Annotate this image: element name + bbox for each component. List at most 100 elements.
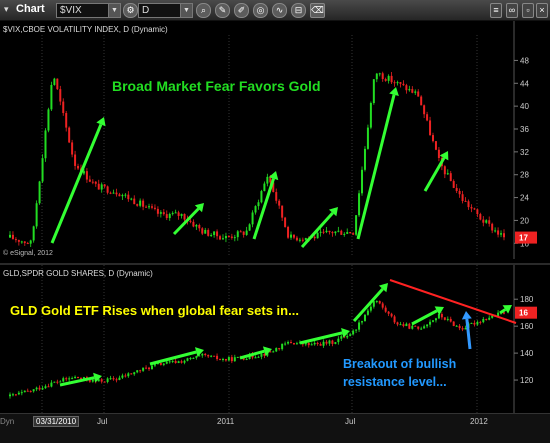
candle-body <box>192 221 195 227</box>
candle-body <box>17 240 20 242</box>
draw-icon[interactable]: ✐ <box>234 3 249 18</box>
trend-arrow <box>300 211 334 249</box>
candle-body <box>408 323 411 329</box>
candle-body <box>307 342 310 346</box>
candle-body <box>56 78 59 90</box>
time-axis[interactable]: Dyn 03/31/2010 Jul 2011 Jul 2012 <box>0 413 550 443</box>
search-icon[interactable]: ⌕ <box>196 3 211 18</box>
candle-body <box>17 392 20 395</box>
settings-icon[interactable]: ⚙ <box>123 3 138 18</box>
symbol-input[interactable]: $VIX <box>56 3 116 18</box>
candle-body <box>340 336 343 339</box>
y-tick-label: 16 <box>520 239 529 248</box>
trend-arrow-head <box>262 346 272 356</box>
candle-body <box>263 353 266 356</box>
symbol-dropdown-chevron-down-icon[interactable]: ▼ <box>108 3 121 18</box>
candle-body <box>432 320 435 322</box>
trend-arrow-head <box>434 306 444 316</box>
candle-body <box>381 73 384 80</box>
candle-body <box>210 355 213 357</box>
candle-body <box>334 231 337 234</box>
candle-body <box>150 365 153 370</box>
candle-body <box>233 357 236 362</box>
candle-body <box>109 378 112 380</box>
link-icon[interactable]: ∞ <box>506 3 518 18</box>
candle-body <box>47 109 50 131</box>
candle-body <box>124 375 127 377</box>
curve-icon[interactable]: ∿ <box>272 3 287 18</box>
pencil-icon[interactable]: ✎ <box>215 3 230 18</box>
interval-dropdown-chevron-down-icon[interactable]: ▼ <box>180 3 193 18</box>
minimize-icon[interactable]: ▫ <box>522 3 534 18</box>
candle-body <box>349 232 352 234</box>
eraser-icon[interactable]: ⌫ <box>310 3 325 18</box>
vix-pane[interactable]: 16 20 24 28 32 36 40 44 48 17 $VIX,CBOE VOLATILIT… <box>0 21 550 264</box>
last-price-label: 16 <box>519 309 528 318</box>
candle-body <box>396 82 399 84</box>
candle-body <box>310 344 313 346</box>
candle-body <box>304 342 307 345</box>
candle-body <box>165 361 168 364</box>
candle-body <box>485 220 488 223</box>
candle-body <box>402 324 405 327</box>
close-icon[interactable]: × <box>536 3 548 18</box>
target-icon[interactable]: ◎ <box>253 3 268 18</box>
candle-body <box>148 367 151 370</box>
window-menu-icon[interactable]: ▾ <box>4 4 9 14</box>
candle-body <box>343 233 346 235</box>
candle-body <box>20 241 23 243</box>
candle-body <box>248 224 251 231</box>
vix-chart[interactable]: 16 20 24 28 32 36 40 44 48 17 <box>0 21 550 264</box>
candle-body <box>429 321 432 325</box>
candle-body <box>35 203 38 227</box>
candle-body <box>174 212 177 214</box>
candle-body <box>71 378 74 380</box>
candle-body <box>112 378 115 380</box>
y-tick-label: 20 <box>520 216 529 225</box>
candle-body <box>420 96 423 106</box>
gld-chart[interactable]: 120 140 160 180 16 <box>0 265 550 417</box>
candle-body <box>106 186 109 193</box>
resistance-trendline <box>389 279 517 324</box>
menu-icon[interactable]: ≡ <box>490 3 502 18</box>
candle-body <box>399 82 402 84</box>
candle-body <box>53 381 56 383</box>
ruler-icon[interactable]: ⊟ <box>291 3 306 18</box>
candle-body <box>136 370 139 373</box>
candle-body <box>284 217 287 227</box>
gld-pane[interactable]: 120 140 160 180 16 GLD,SPDR GOLD SHARES, D (… <box>0 265 550 417</box>
trend-arrow-head <box>93 372 102 383</box>
candle-body <box>100 184 103 190</box>
trend-arrow <box>356 94 396 240</box>
candle-body <box>230 236 233 238</box>
candle-body <box>103 381 106 383</box>
pane-divider[interactable] <box>0 263 550 265</box>
trend-arrow <box>252 178 275 240</box>
candle-body <box>437 149 440 158</box>
candle-body <box>405 323 408 327</box>
candle-body <box>14 394 17 396</box>
y-tick-label: 140 <box>520 349 534 358</box>
x-tick-label: Jul <box>345 417 356 426</box>
trend-arrow-head <box>268 171 279 181</box>
candle-body <box>313 236 316 239</box>
candle-body <box>227 236 230 238</box>
y-tick-label: 28 <box>520 171 529 180</box>
x-tick-label: 2011 <box>217 417 235 426</box>
candle-body <box>162 212 165 215</box>
trend-arrow <box>411 309 438 326</box>
candle-body <box>59 381 62 383</box>
candle-body <box>352 233 355 235</box>
candle-body <box>68 127 71 143</box>
candle-body <box>363 148 366 170</box>
candle-body <box>366 310 369 315</box>
candle-body <box>387 75 390 81</box>
candle-body <box>375 301 378 303</box>
candle-body <box>361 169 364 194</box>
candle-body <box>269 176 272 183</box>
candle-body <box>449 318 452 322</box>
last-price-label: 17 <box>519 234 528 243</box>
candle-body <box>213 231 216 235</box>
last-price-marker <box>515 306 537 319</box>
candle-body <box>254 357 257 359</box>
